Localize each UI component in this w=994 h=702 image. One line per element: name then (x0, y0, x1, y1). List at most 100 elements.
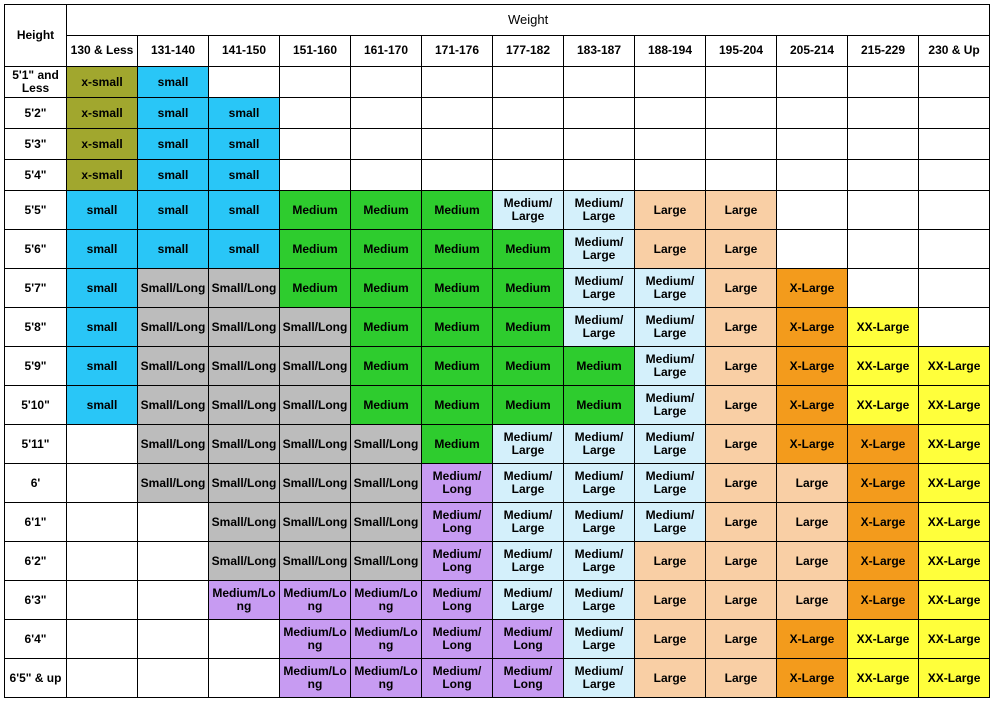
size-cell: small (138, 191, 209, 230)
size-cell: Medium/ Large (635, 308, 706, 347)
size-cell: Medium (564, 347, 635, 386)
size-cell: Medium/Long (280, 620, 351, 659)
size-cell: Medium (422, 347, 493, 386)
size-cell (280, 98, 351, 129)
size-cell: Medium/Long (351, 620, 422, 659)
height-cell: 5'8" (5, 308, 67, 347)
size-cell: XX-Large (919, 464, 990, 503)
size-cell: x-small (67, 129, 138, 160)
size-cell: X-Large (848, 464, 919, 503)
size-cell: XX-Large (848, 659, 919, 698)
size-cell: Small/Long (138, 347, 209, 386)
table-row: 5'3"x-smallsmallsmall (5, 129, 990, 160)
height-cell: 5'3" (5, 129, 67, 160)
size-cell (777, 129, 848, 160)
size-cell: Medium/ Large (564, 191, 635, 230)
size-cell (848, 67, 919, 98)
size-cell: Medium/ Large (635, 269, 706, 308)
size-cell: Medium/ Large (493, 425, 564, 464)
height-cell: 5'6" (5, 230, 67, 269)
size-cell: Medium (280, 191, 351, 230)
size-cell: Medium (493, 386, 564, 425)
size-cell (138, 581, 209, 620)
size-cell: small (67, 191, 138, 230)
size-cell: Medium/ Large (493, 542, 564, 581)
size-cell (280, 129, 351, 160)
size-cell: XX-Large (919, 659, 990, 698)
table-row: 5'10"smallSmall/LongSmall/LongSmall/Long… (5, 386, 990, 425)
size-cell (777, 230, 848, 269)
size-cell (280, 67, 351, 98)
size-cell (138, 620, 209, 659)
size-cell (777, 191, 848, 230)
size-cell: XX-Large (919, 542, 990, 581)
size-cell: Large (635, 620, 706, 659)
table-row: 6'1"Small/LongSmall/LongSmall/LongMedium… (5, 503, 990, 542)
size-cell: Large (706, 503, 777, 542)
size-cell (209, 620, 280, 659)
size-cell: Large (777, 503, 848, 542)
size-cell: Medium/Long (280, 659, 351, 698)
size-cell (635, 129, 706, 160)
size-cell: Medium (493, 230, 564, 269)
size-cell: Medium/Lo ng (209, 581, 280, 620)
size-cell: Small/Long (209, 425, 280, 464)
size-cell: small (138, 230, 209, 269)
size-cell (706, 67, 777, 98)
size-cell: Medium (422, 386, 493, 425)
size-cell (280, 160, 351, 191)
height-cell: 5'1" and Less (5, 67, 67, 98)
size-cell (138, 503, 209, 542)
size-cell (422, 67, 493, 98)
size-cell: X-Large (777, 386, 848, 425)
size-cell (209, 67, 280, 98)
size-cell: small (209, 160, 280, 191)
table-row: 5'6"smallsmallsmallMediumMediumMediumMed… (5, 230, 990, 269)
size-cell: small (138, 98, 209, 129)
size-cell: small (67, 308, 138, 347)
size-cell: Large (706, 659, 777, 698)
size-cell: Small/Long (138, 269, 209, 308)
size-cell (564, 160, 635, 191)
size-cell: Medium/ Long (422, 542, 493, 581)
size-cell (138, 542, 209, 581)
size-cell (635, 67, 706, 98)
size-cell: X-Large (777, 659, 848, 698)
size-cell: small (67, 347, 138, 386)
size-cell: Medium (351, 308, 422, 347)
size-cell: Medium/ Large (564, 464, 635, 503)
size-cell: Medium/ Long (493, 620, 564, 659)
table-row: 5'7"smallSmall/LongSmall/LongMediumMediu… (5, 269, 990, 308)
height-cell: 6'1" (5, 503, 67, 542)
size-cell (564, 67, 635, 98)
size-cell: Small/Long (351, 425, 422, 464)
size-cell: Large (706, 269, 777, 308)
size-cell (777, 67, 848, 98)
size-cell: Large (635, 659, 706, 698)
table-row: 5'5"smallsmallsmallMediumMediumMediumMed… (5, 191, 990, 230)
size-cell: Medium (493, 269, 564, 308)
size-cell: Medium/ Large (564, 425, 635, 464)
size-cell: Medium/ Large (493, 464, 564, 503)
size-cell: Medium/ Large (564, 269, 635, 308)
size-cell: Small/Long (280, 347, 351, 386)
size-cell: Medium (493, 347, 564, 386)
size-cell: Large (706, 581, 777, 620)
height-cell: 5'2" (5, 98, 67, 129)
size-cell: Medium (493, 308, 564, 347)
size-cell: XX-Large (848, 386, 919, 425)
size-cell: Large (706, 542, 777, 581)
size-cell (706, 129, 777, 160)
size-cell: Large (777, 464, 848, 503)
size-cell: small (138, 129, 209, 160)
size-cell: Medium/ Large (564, 620, 635, 659)
size-cell: Medium/ Long (422, 503, 493, 542)
size-cell: Large (635, 230, 706, 269)
height-cell: 5'4" (5, 160, 67, 191)
size-cell: Medium/Long (351, 659, 422, 698)
size-cell (848, 129, 919, 160)
size-cell: XX-Large (848, 347, 919, 386)
size-cell (351, 129, 422, 160)
height-cell: 5'10" (5, 386, 67, 425)
size-cell: XX-Large (848, 308, 919, 347)
